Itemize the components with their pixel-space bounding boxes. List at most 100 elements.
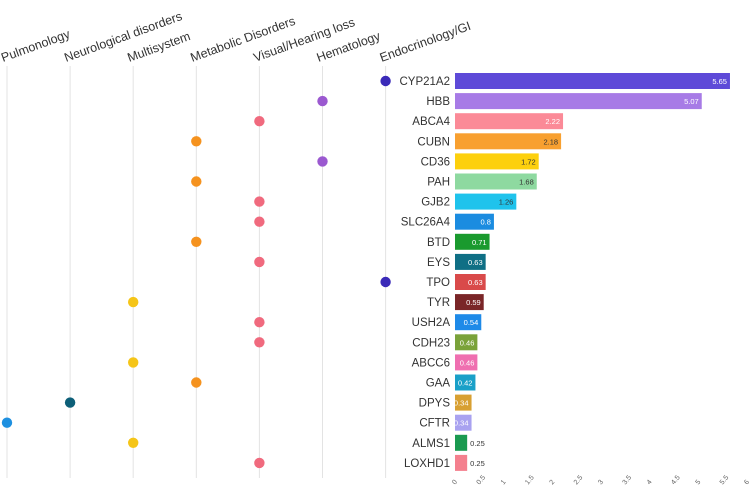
dot-cd36: [317, 156, 328, 167]
dot-abcc6: [128, 357, 139, 368]
gene-label-cyp21a2: CYP21A2: [399, 76, 450, 88]
gene-label-dpys: DPYS: [419, 398, 451, 410]
dot-gjb2: [254, 196, 265, 207]
bar-value-eys: 0.63: [468, 258, 483, 267]
bar-value-cdh23: 0.46: [460, 338, 475, 347]
dot-cyp21a2: [380, 75, 391, 87]
gene-label-alms1: ALMS1: [412, 438, 450, 450]
tick-label-3-5: 3.5: [622, 474, 634, 486]
dot-cdh23: [254, 337, 265, 348]
dot-cftr: [1, 417, 13, 428]
bar-gaa: [455, 374, 476, 391]
gene-labels: CYP21A2 HBB ABCA4 CUBN CD36 PAH GJB2 SLC26A4 BTD…: [399, 76, 450, 470]
tick-label-3: 3: [597, 479, 605, 487]
gene-label-gjb2: GJB2: [421, 197, 450, 209]
gene-label-slc26a4: SLC26A4: [401, 217, 451, 229]
tick-label-0: 0: [451, 479, 459, 487]
dot-alms1: [128, 437, 139, 448]
category-label-endocrinology-gi: Endocrinology/GI: [378, 19, 473, 65]
dot-tyr: [128, 296, 139, 308]
bar-tpo: [455, 274, 486, 290]
bar-value-alms1: 0.25: [470, 439, 485, 448]
tick-label-2: 2: [549, 479, 557, 487]
bar-value-cftr: 0.34: [454, 419, 469, 428]
dot-abca4: [254, 116, 265, 127]
bar-cyp21a2: [455, 73, 730, 89]
tick-label-4: 4: [646, 479, 654, 487]
dot-dpys: [64, 397, 76, 408]
dot-btd: [191, 236, 202, 247]
bar-value-cubn: 2.18: [543, 137, 558, 146]
bar-cd36: [455, 153, 539, 170]
tick-label-4-5: 4.5: [670, 474, 682, 486]
dot-eys: [254, 256, 265, 268]
dot-gaa: [191, 377, 202, 388]
dot-pah: [191, 176, 202, 187]
gene-label-cubn: CUBN: [417, 136, 450, 148]
bar-alms1: [455, 434, 468, 451]
bar-value-abcc6: 0.46: [460, 358, 475, 367]
bar-cubn: [455, 133, 562, 150]
bar-value-btd: 0.71: [472, 238, 487, 247]
gene-label-btd: BTD: [427, 237, 450, 249]
bar-value-tyr: 0.59: [466, 298, 481, 307]
gene-label-ush2a: USH2A: [412, 317, 451, 329]
gene-label-abca4: ABCA4: [412, 116, 450, 128]
bar-abcc6: [455, 354, 478, 371]
tick-label-0-5: 0.5: [476, 474, 488, 486]
tick-label-6: 6: [743, 479, 750, 487]
bar-loxhd1: [455, 454, 468, 471]
tick-label-1-5: 1.5: [524, 474, 536, 486]
bar-value-labels: 5.65 5.07 2.22 2.18 1.72 1.68 1.26 0.8 0.71 0.63 0…: [454, 77, 727, 468]
dot-ush2a: [254, 317, 265, 328]
bar-value-abca4: 2.22: [545, 117, 560, 126]
category-label-metabolic-disorders: Metabolic Disorders: [189, 14, 298, 65]
gene-label-eys: EYS: [427, 257, 450, 269]
bar-value-gaa: 0.42: [458, 379, 473, 388]
gene-label-cd36: CD36: [421, 156, 450, 168]
gene-label-tpo: TPO: [426, 277, 450, 289]
gene-label-gaa: GAA: [426, 378, 451, 390]
bar-pah: [455, 173, 537, 190]
gene-label-cdh23: CDH23: [412, 337, 450, 349]
bar-ush2a: [455, 314, 482, 331]
tick-label-5-5: 5.5: [719, 474, 731, 486]
tick-label-2-5: 2.5: [573, 474, 585, 486]
bar-cdh23: [455, 334, 478, 351]
x-axis-ticks: 0 0.5 1 1.5 2 2.5 3 3.5 4 4.5 5 5.5 6: [451, 474, 750, 486]
bar-abca4: [455, 113, 564, 130]
bar-value-cd36: 1.72: [521, 157, 536, 166]
bar-value-pah: 1.68: [519, 178, 534, 187]
gene-label-hbb: HBB: [426, 96, 450, 108]
category-grid-lines: [6, 66, 387, 478]
bar-tyr: [455, 294, 484, 311]
bar-eys: [455, 253, 486, 270]
tick-label-1: 1: [500, 479, 508, 487]
bar-value-gjb2: 1.26: [499, 198, 514, 207]
bar-value-hbb: 5.07: [684, 97, 699, 106]
dot-cubn: [191, 136, 202, 147]
bar-gjb2: [455, 193, 517, 210]
bar-value-ush2a: 0.54: [464, 318, 479, 327]
bar-dpys: [455, 394, 472, 411]
tick-label-5: 5: [695, 479, 703, 487]
gene-label-abcc6: ABCC6: [412, 357, 450, 369]
category-label-pulmonology: Pulmonology: [0, 27, 73, 65]
dot-hbb: [317, 95, 328, 107]
bar-btd: [455, 233, 490, 250]
category-dots: [1, 75, 391, 469]
dot-loxhd1: [254, 457, 265, 469]
dot-slc26a4: [254, 216, 265, 227]
bar-value-dpys: 0.34: [454, 399, 469, 408]
bar-cftr: [455, 414, 472, 431]
dot-tpo: [380, 276, 391, 288]
bars: [455, 73, 730, 471]
bar-hbb: [455, 93, 702, 110]
bar-value-cyp21a2: 5.65: [712, 77, 727, 86]
gene-label-tyr: TYR: [427, 297, 450, 309]
bar-slc26a4: [455, 213, 494, 230]
gene-label-loxhd1: LOXHD1: [404, 458, 450, 470]
bar-value-slc26a4: 0.8: [480, 218, 490, 227]
